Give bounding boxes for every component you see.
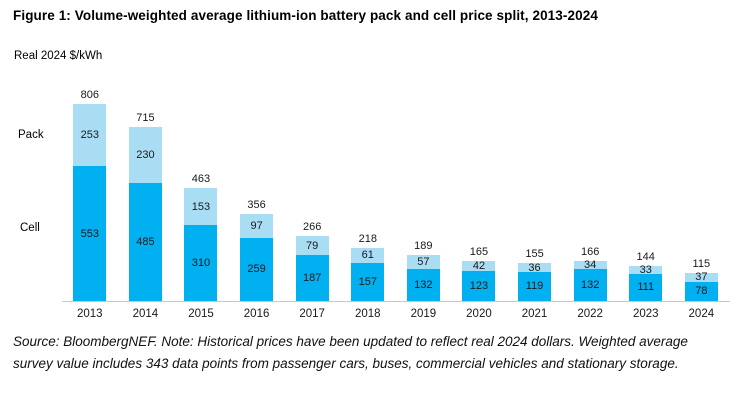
pack-segment: 33	[629, 264, 663, 276]
year-tick-label: 2016	[243, 308, 270, 320]
total-value-label: 144	[636, 250, 655, 263]
year-tick-label: 2021	[521, 308, 548, 320]
year-tick-label: 2013	[77, 308, 103, 320]
bar-group-2013: 806 253 553	[62, 89, 118, 301]
year-tick-label: 2024	[688, 308, 715, 320]
year-tick-label: 2018	[354, 308, 381, 320]
bar-group-2021: 155 36 119	[507, 248, 563, 301]
pack-segment: 61	[351, 247, 385, 263]
figure-title: Figure 1: Volume-weighted average lithiu…	[13, 8, 598, 23]
cell-segment: 78	[684, 281, 718, 301]
bar-group-2014: 715 230 485	[118, 112, 174, 301]
stacked-bar: 97 259	[240, 214, 274, 301]
year-tick-label: 2020	[466, 308, 492, 320]
year-tick-label: 2017	[299, 308, 325, 320]
total-value-label: 806	[80, 89, 99, 102]
stacked-bar: 37 78	[684, 271, 718, 301]
bar-group-2019: 189 57 132	[396, 240, 452, 301]
stacked-bar: 34 132	[573, 259, 607, 301]
total-value-label: 266	[302, 221, 322, 234]
cell-segment: 259	[240, 237, 274, 301]
pack-segment: 42	[462, 260, 496, 272]
stacked-bar: 79 187	[295, 236, 329, 301]
pack-segment: 34	[573, 259, 607, 271]
bar-group-2023: 144 33 111	[618, 251, 674, 301]
cell-segment: 157	[351, 262, 385, 301]
pack-segment: 230	[128, 126, 162, 183]
cell-segment: 132	[573, 268, 607, 301]
bar-group-2020: 165 42 123	[451, 246, 507, 301]
total-value-label: 715	[136, 111, 155, 124]
cell-segment: 119	[518, 271, 552, 301]
year-tick-label: 2023	[632, 308, 659, 320]
total-value-label: 115	[692, 257, 711, 270]
chart-area: 806 253 553 715 230 485 463 153 310 356 97 259 266 79…	[62, 75, 730, 320]
pack-segment: 57	[406, 254, 440, 269]
cell-segment: 111	[629, 273, 663, 301]
bar-group-2017: 266 79 187	[284, 221, 340, 301]
pack-segment: 79	[295, 236, 329, 256]
stacked-bar: 153 310	[184, 188, 218, 301]
bars-row: 806 253 553 715 230 485 463 153 310 356 97 259 266 79…	[62, 75, 730, 302]
total-value-label: 218	[358, 232, 377, 245]
stacked-bar: 33 111	[629, 264, 663, 301]
cell-series-label: Cell	[20, 222, 40, 234]
stacked-bar: 36 119	[518, 262, 552, 301]
total-value-label: 166	[580, 245, 600, 258]
total-value-label: 189	[414, 239, 433, 252]
cell-segment: 132	[406, 268, 440, 301]
pack-segment: 253	[73, 104, 107, 167]
stacked-bar: 253 553	[73, 104, 107, 301]
stacked-bar: 57 132	[406, 254, 440, 301]
pack-series-label: Pack	[18, 129, 44, 141]
bar-group-2024: 115 37 78	[674, 258, 730, 301]
total-value-label: 463	[191, 173, 211, 186]
bar-group-2016: 356 97 259	[229, 199, 285, 301]
stacked-bar: 61 157	[351, 247, 385, 301]
year-tick-label: 2019	[410, 308, 437, 320]
cell-segment: 553	[73, 166, 107, 301]
source-note: Source: BloombergNEF. Note: Historical p…	[13, 334, 688, 371]
total-value-label: 356	[247, 199, 266, 212]
y-axis-label: Real 2024 $/kWh	[14, 50, 103, 62]
cell-segment: 485	[128, 182, 162, 301]
total-value-label: 155	[525, 248, 544, 261]
bar-group-2015: 463 153 310	[173, 173, 229, 301]
pack-segment: 153	[184, 188, 218, 226]
cell-segment: 187	[295, 255, 329, 301]
year-tick-label: 2022	[577, 308, 603, 320]
bar-group-2018: 218 61 157	[340, 233, 396, 301]
stacked-bar: 42 123	[462, 260, 496, 301]
cell-segment: 123	[462, 271, 496, 301]
year-tick-label: 2014	[132, 308, 159, 320]
cell-segment: 310	[184, 225, 218, 301]
pack-segment: 37	[684, 271, 718, 283]
total-value-label: 165	[469, 245, 489, 258]
year-tick-label: 2015	[188, 308, 214, 320]
pack-segment: 36	[518, 262, 552, 274]
pack-segment: 97	[240, 214, 274, 238]
x-axis-tick-labels: 2013 2014 2015 2016 2017 2018 2019 2020 2021 2022…	[62, 302, 730, 320]
stacked-bar: 230 485	[128, 126, 162, 301]
bar-group-2022: 166 34 132	[562, 246, 618, 301]
